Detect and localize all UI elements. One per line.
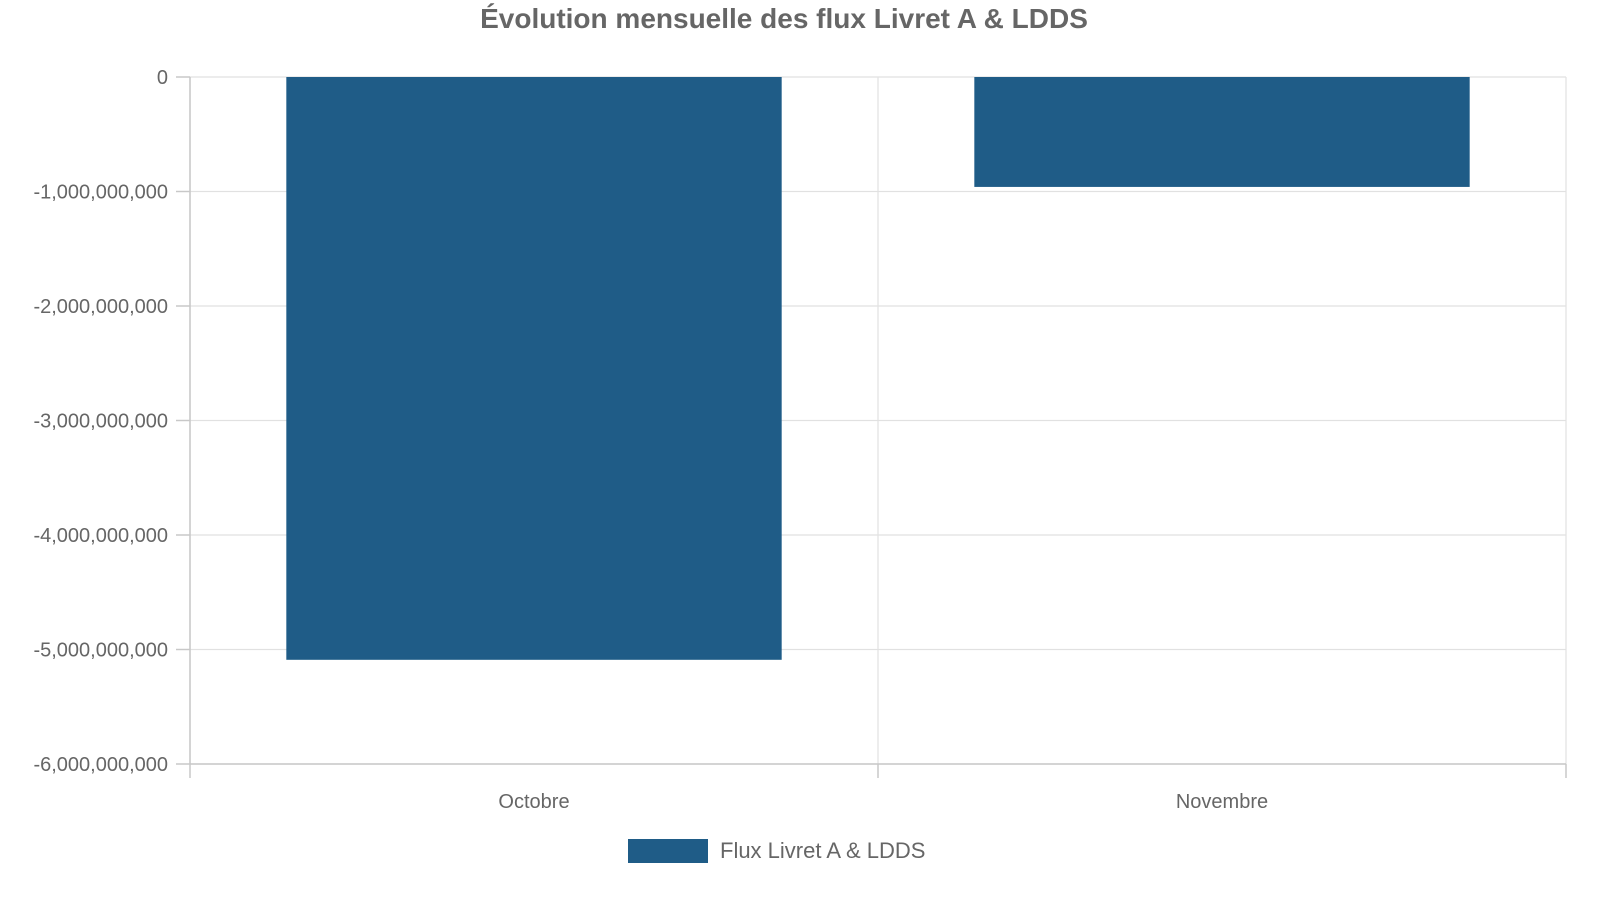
y-tick-label: 0 [157,67,168,89]
x-tick-label: Novembre [1176,791,1268,813]
y-axis-tick-labels: 0 -1,000,000,000 -2,000,000,000 -3,000,000,… [33,67,168,776]
legend-label[interactable]: Flux Livret A & LDDS [720,838,925,863]
axes [176,76,1567,778]
y-tick-label: -2,000,000,000 [33,296,168,318]
x-axis-tick-labels: Octobre Novembre [498,791,1268,813]
bar-octobre[interactable] [286,77,782,660]
y-tick-label: -1,000,000,000 [33,182,168,204]
bar-novembre[interactable] [974,77,1470,187]
chart-title: Évolution mensuelle des flux Livret A & … [480,3,1088,34]
legend-swatch[interactable] [628,839,708,863]
y-tick-label: -4,000,000,000 [33,525,168,547]
y-tick-label: -3,000,000,000 [33,411,168,433]
y-tick-label: -5,000,000,000 [33,640,168,662]
bars [286,77,1470,660]
legend[interactable]: Flux Livret A & LDDS [628,838,925,863]
x-tick-label: Octobre [498,791,569,813]
y-tick-label: -6,000,000,000 [33,754,168,776]
